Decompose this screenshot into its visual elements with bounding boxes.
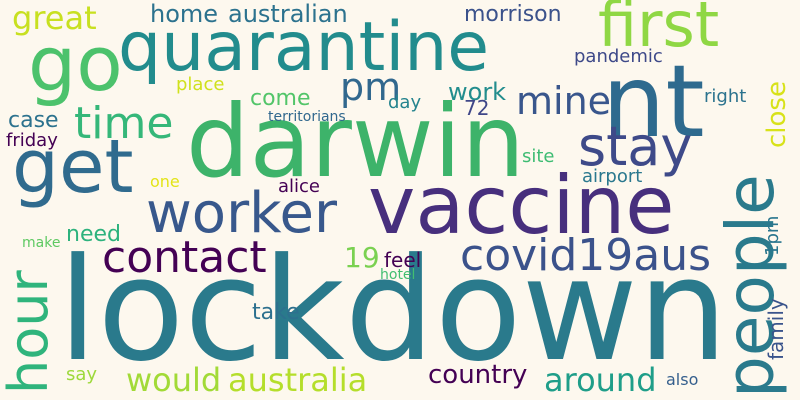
word: lockdown [58, 228, 728, 393]
word: come [250, 86, 311, 111]
word: worker [146, 181, 337, 246]
word: morrison [464, 2, 562, 27]
word: darwin [186, 83, 525, 200]
word: site [522, 146, 555, 167]
word: make [22, 235, 61, 251]
word: around [544, 361, 657, 399]
word: place [176, 74, 225, 95]
word: country [428, 360, 528, 390]
word: pandemic [574, 46, 663, 67]
word: hotel [380, 267, 416, 283]
word: covid19aus [460, 230, 712, 281]
word: australian [228, 0, 348, 28]
word: family [764, 298, 788, 360]
word: close [762, 81, 792, 148]
word: go [28, 19, 123, 108]
word: right [704, 86, 747, 107]
word: territorians [268, 109, 346, 125]
word: great [12, 0, 97, 37]
word: case [8, 108, 59, 133]
word: stay [578, 115, 693, 178]
word: also [666, 370, 699, 389]
word: hour [0, 270, 60, 394]
word: vaccine [368, 159, 675, 252]
word: 1pm [762, 215, 783, 256]
word: one [150, 172, 180, 191]
word: get [12, 124, 134, 210]
word: alice [278, 176, 321, 197]
word: people [712, 174, 789, 398]
word: 19 [344, 241, 380, 274]
word: first [598, 0, 720, 61]
word: airport [582, 166, 643, 187]
word: home [150, 0, 219, 28]
word: day [388, 92, 422, 113]
word: 72 [464, 96, 490, 120]
word: feel [384, 248, 422, 272]
word: need [66, 222, 121, 247]
word: quarantine [118, 8, 490, 87]
word: australia [228, 361, 368, 399]
word: would [126, 361, 222, 399]
word: contact [102, 232, 267, 283]
word: nt [602, 43, 705, 160]
word: pm [340, 65, 402, 109]
word: say [66, 364, 98, 385]
word: mine [516, 79, 612, 123]
word: take [252, 300, 300, 325]
word: time [74, 98, 174, 149]
word: work [448, 78, 507, 106]
word: friday [6, 130, 58, 151]
